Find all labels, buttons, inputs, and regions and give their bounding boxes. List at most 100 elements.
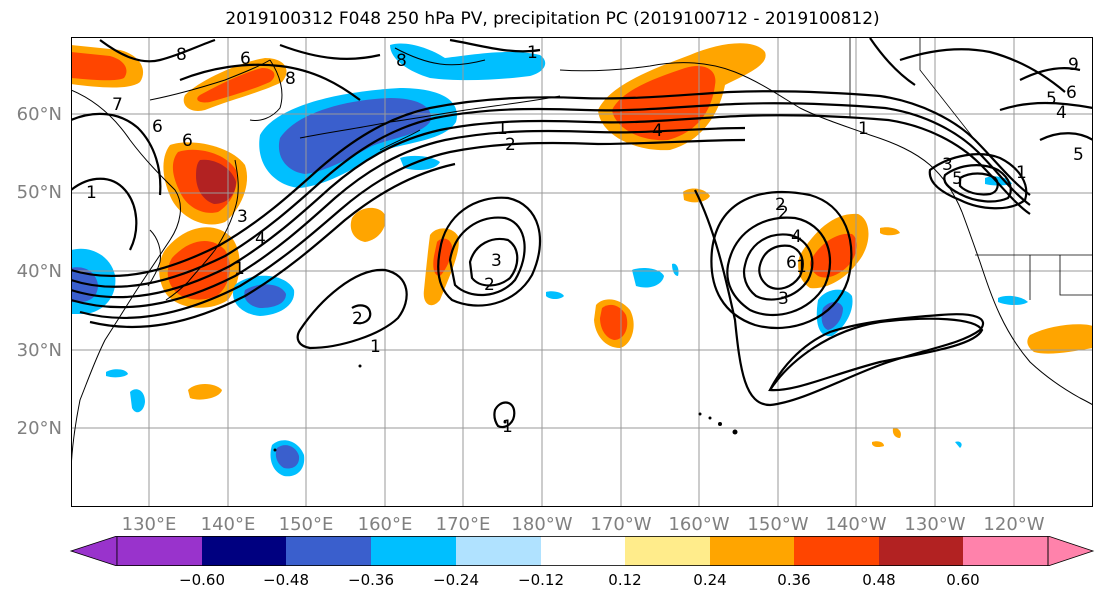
neg-blob-hawaii-east: [955, 441, 962, 448]
pv-contour-jet-2: [71, 102, 1031, 288]
neg-blob-west-tiny-2: [106, 369, 128, 378]
colorbar-segment: [456, 536, 541, 566]
pv-contour-ne-7: [1039, 132, 1093, 141]
neg-blob-california-neg: [998, 295, 1028, 305]
colorbar-segment: [710, 536, 794, 566]
lon-label-180w: 180°W: [511, 514, 573, 535]
contour-label: 1: [497, 119, 508, 139]
precip-blob-small-5: [892, 427, 901, 438]
contour-label: 6: [152, 117, 163, 137]
pv-contour-west-3: [99, 38, 216, 63]
coastlines: [71, 47, 1093, 471]
chart-title: 2019100312 F048 250 hPa PV, precipitatio…: [225, 9, 880, 29]
pv-contour-jet-6: [89, 162, 456, 329]
pv-contour-ne-6: [999, 101, 1093, 112]
neg-blob-mid-3: [672, 263, 679, 276]
contour-label: 7: [112, 95, 123, 115]
lon-label-130e: 130°E: [121, 514, 177, 535]
colorbar-extend-max: [1047, 536, 1095, 566]
lon-label-140e: 140°E: [200, 514, 256, 535]
contour-label: 2: [778, 203, 789, 223]
pv-contour-subtrop-1: [694, 189, 985, 407]
pv-contour-ne-2: [943, 164, 1012, 203]
neg-blob-aleutian-north: [390, 43, 546, 81]
island-midway: [503, 420, 507, 424]
neg-blob-mid-2: [546, 291, 564, 299]
contour-label: 5: [1046, 89, 1057, 109]
colorbar-tick-label: −0.12: [518, 571, 564, 589]
colorbar-segment: [963, 536, 1048, 566]
contour-label: 3: [942, 155, 953, 175]
pv-contour-west-2: [71, 112, 162, 196]
island-wake: [358, 364, 362, 368]
contour-label: 2: [484, 275, 495, 295]
colorbar-segment: [879, 536, 963, 566]
pv-contour-cut-off-2: [351, 304, 372, 325]
colorbar-segment: [541, 536, 625, 566]
precip-blob-small-4: [872, 441, 884, 448]
coast-alaska: [559, 62, 963, 213]
precip-blob-small-1: [188, 384, 222, 400]
island-hawaii-4: [732, 429, 738, 435]
lon-label-150e: 150°E: [278, 514, 334, 535]
neg-blob-bc: [985, 176, 1012, 186]
neg-blob-bering-core: [278, 98, 431, 174]
contour-label: 1: [370, 337, 381, 357]
colorbar-tick-label: −0.24: [433, 571, 479, 589]
colorbar-extend-min: [69, 536, 118, 566]
contour-label: 1: [796, 257, 807, 277]
pv-contour-east-trough-1: [726, 216, 832, 317]
colorbar-segment: [625, 536, 710, 566]
contour-label: 6: [1066, 83, 1077, 103]
lat-label-30n: 30°N: [16, 340, 62, 361]
neg-blob-mid-1: [632, 268, 664, 288]
contour-label: 3: [491, 251, 502, 271]
lat-label-60n: 60°N: [16, 104, 62, 125]
pv-contours: [71, 37, 1093, 429]
contour-label: 2: [505, 135, 516, 155]
map-panel: 8 6 8 8 1 6 7 6 1 9 5 6 4 5 1 4 1 2 3 4 …: [71, 37, 1093, 507]
contour-label: 2: [775, 195, 786, 215]
pv-contour-ne-5: [1019, 66, 1081, 81]
colorbar-tick-label: −0.48: [263, 571, 309, 589]
precip-blob-small-3: [880, 227, 900, 236]
pv-contour-trough-mid-2: [468, 237, 519, 287]
lon-label-160w: 160°W: [668, 514, 730, 535]
coast-west-na: [961, 211, 1093, 406]
pv-contour-cut-off-1: [296, 268, 408, 350]
lon-label-170e: 170°E: [435, 514, 491, 535]
pv-contour-east-trough-2: [742, 233, 814, 301]
colorbar: [69, 536, 1095, 566]
colorbar-segment: [202, 536, 286, 566]
pv-contour-jet-5: [79, 138, 746, 319]
pv-contour-west-1: [71, 177, 138, 251]
neg-blob-west-tiny-1: [130, 389, 145, 413]
pv-contour-trough-mid: [448, 216, 526, 297]
neg-blob-east-pacific-south-core: [821, 302, 843, 330]
coast-korea: [147, 229, 161, 287]
pv-contour-ring-subtrop: [768, 317, 984, 392]
island-mariana: [273, 448, 277, 452]
border-bc: [919, 37, 976, 141]
coast-asia-mainland: [71, 89, 181, 471]
coast-kamchatka: [249, 59, 283, 121]
contour-label: 8: [285, 69, 296, 89]
precip-blob-kamchatka-core: [197, 68, 275, 103]
colorbar-tick-label: 0.60: [946, 571, 980, 589]
contour-label: 1: [502, 417, 513, 437]
contour-label: 1: [86, 183, 97, 203]
pv-contour-ne-3: [958, 172, 999, 196]
contour-label: 3: [778, 289, 789, 309]
lon-label-120w: 120°W: [983, 514, 1045, 535]
pv-contour-north-3: [449, 38, 541, 53]
coast-aleutians: [299, 95, 561, 139]
pv-contour-small-loop: [493, 401, 516, 429]
lat-label-20n: 20°N: [16, 418, 62, 439]
precip-blob-california: [1027, 324, 1093, 354]
colorbar-tick-label: −0.60: [179, 571, 225, 589]
contour-label: 4: [255, 229, 266, 249]
contour-label: 4: [1056, 103, 1067, 123]
island-hawaii-2: [708, 416, 712, 420]
colorbar-segment: [794, 536, 879, 566]
coast-japan: [165, 159, 239, 301]
